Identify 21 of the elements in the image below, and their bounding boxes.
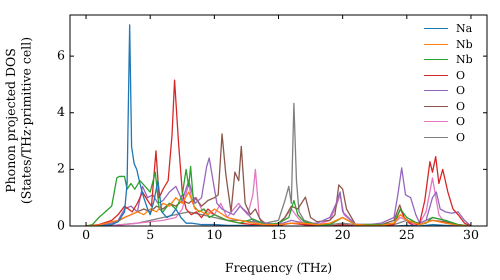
- x-tick-label: 30: [463, 226, 479, 242]
- y-axis-title: Phonon projected DOS (States/THz·primitive cell): [3, 36, 34, 204]
- x-axis-title: Frequency (THz): [224, 260, 332, 275]
- y-tick-label: 4: [57, 104, 66, 119]
- y-tick-label: 6: [57, 47, 66, 62]
- x-tick-label: 5: [146, 226, 154, 242]
- legend-label: O: [456, 130, 466, 145]
- legend-label: O: [456, 83, 466, 98]
- legend-label: Nb: [456, 36, 473, 52]
- x-tick-label: 20: [334, 226, 351, 242]
- y-tick-label: 2: [57, 160, 65, 176]
- y-tick-label: 0: [57, 217, 66, 232]
- x-tick-label: 10: [206, 226, 222, 242]
- x-tick-label: 0: [82, 226, 90, 242]
- legend-label: Na: [456, 21, 472, 36]
- legend-label: Nb: [456, 52, 473, 68]
- legend-label: O: [456, 68, 466, 83]
- x-tick-label: 25: [398, 226, 415, 242]
- legend-label: O: [456, 98, 466, 114]
- legend-label: O: [456, 114, 466, 130]
- x-tick-label: 15: [270, 226, 286, 242]
